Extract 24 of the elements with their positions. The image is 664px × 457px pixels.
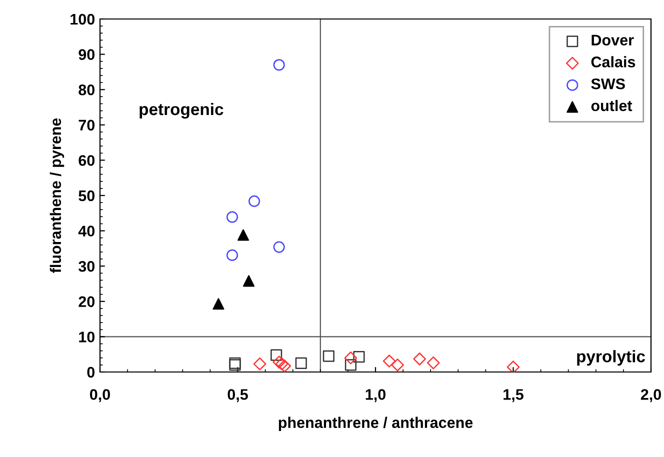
x-tick-label: 2,0	[640, 389, 661, 402]
y-tick-label: 90	[78, 49, 95, 60]
legend-label: SWS	[591, 78, 625, 90]
x-tick-label: 0,5	[228, 389, 248, 402]
x-tick-label: 0,0	[90, 389, 110, 402]
y-tick-label: 60	[78, 155, 95, 166]
legend-label: outlet	[591, 100, 632, 112]
y-tick-label: 50	[78, 190, 95, 202]
y-tick-label: 10	[79, 332, 95, 342]
annotation: petrogenic	[140, 102, 224, 119]
y-tick-label: 70	[78, 120, 95, 131]
y-tick-label: 0	[87, 366, 95, 378]
legend-label: Dover	[592, 34, 634, 46]
x-axis-title: phenanthrene / anthracene	[278, 416, 473, 432]
y-tick-label: 40	[78, 226, 95, 236]
annotation: pyrolytic	[577, 350, 646, 366]
y-tick-label: 100	[70, 14, 95, 25]
x-tick-label: 1,0	[366, 389, 386, 402]
y-axis-title: fluoranthene / pyrene	[50, 118, 64, 273]
y-tick-label: 80	[78, 84, 95, 96]
y-tick-label: 20	[78, 296, 95, 308]
legend-label: Calais	[591, 56, 636, 68]
y-tick-label: 30	[78, 260, 95, 272]
x-tick-label: 1,5	[504, 389, 524, 402]
